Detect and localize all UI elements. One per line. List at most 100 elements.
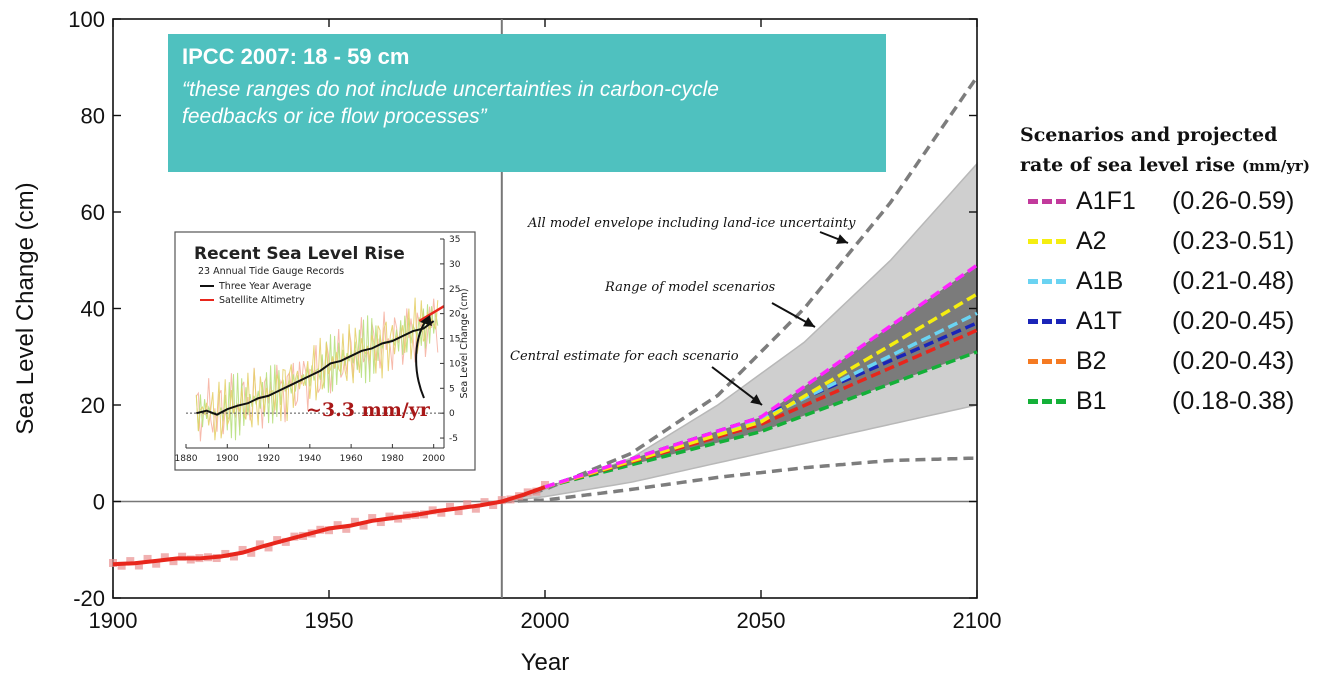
legend-swatch — [1028, 278, 1066, 284]
inset-legend-satellite: Satellite Altimetry — [219, 295, 305, 306]
y-tick-label: 100 — [68, 7, 105, 32]
observed-marker — [255, 540, 264, 549]
inset-x-tick-label: 1900 — [216, 454, 239, 464]
inset-title: Recent Sea Level Rise — [194, 244, 405, 264]
observed-marker — [143, 554, 152, 563]
inset-subtitle: 23 Annual Tide Gauge Records — [198, 266, 344, 277]
inset-rate-arrow — [415, 317, 429, 399]
observed-marker — [445, 502, 454, 511]
range-annotation: Range of model scenarios — [604, 280, 776, 295]
legend-title-line-2: rate of sea level rise (mm/yr) — [1020, 150, 1330, 181]
y-tick-label: 60 — [81, 200, 105, 225]
observed-marker — [134, 561, 143, 570]
inset-y-tick-label: 25 — [449, 285, 460, 295]
legend-range: (0.20-0.45) — [1172, 306, 1295, 335]
x-tick-label: 1900 — [89, 608, 138, 633]
observed-marker — [463, 500, 472, 509]
legend-swatch — [1028, 238, 1066, 244]
legend-swatch — [1028, 318, 1066, 324]
observed-marker — [454, 507, 463, 516]
legend-name: A1B — [1076, 266, 1124, 295]
inset-x-tick-label: 1980 — [381, 454, 404, 464]
envelope-arrow-head — [836, 234, 848, 244]
legend-range: (0.26-0.59) — [1172, 186, 1295, 215]
inset-y-axis-title: Sea Level Change (cm) — [459, 288, 470, 398]
observed-marker — [152, 559, 161, 568]
y-tick-label: 40 — [81, 297, 105, 322]
observed-marker — [437, 508, 446, 517]
observed-marker — [368, 514, 377, 523]
scenario-legend: Scenarios and projected rate of sea leve… — [1020, 120, 1330, 421]
legend-name: A2 — [1076, 226, 1107, 255]
observed-marker — [126, 557, 135, 566]
legend-range: (0.23-0.51) — [1172, 226, 1295, 255]
legend-item-b2: B2 (0.20-0.43) — [1028, 341, 1330, 381]
central-arrow-head — [750, 394, 762, 405]
observed-marker — [169, 557, 178, 566]
legend-title-unit: (mm/yr) — [1241, 157, 1310, 175]
legend-swatch — [1028, 198, 1066, 204]
observed-marker — [471, 504, 480, 513]
legend-items: A1F1 (0.26-0.59) A2 (0.23-0.51) A1B (0.21-0.4… — [1020, 181, 1330, 421]
y-tick-label: -20 — [73, 586, 105, 611]
x-axis-title: Year — [521, 649, 570, 676]
observed-marker — [376, 518, 385, 527]
y-tick-label: 20 — [81, 393, 105, 418]
legend-item-a1t: A1T (0.20-0.45) — [1028, 301, 1330, 341]
observed-marker — [359, 521, 368, 530]
observed-marker — [264, 543, 273, 552]
x-tick-label: 2100 — [953, 608, 1002, 633]
legend-name: A1T — [1076, 306, 1122, 335]
legend-item-a1f1: A1F1 (0.26-0.59) — [1028, 181, 1330, 221]
main-plot: 1900 1950 2000 2050 2100 -20 0 20 40 60 80 100 Year S… — [12, 7, 1001, 676]
central-estimate-annotation: Central estimate for each scenario — [510, 349, 739, 364]
legend-title-line-1: Scenarios and projected — [1020, 124, 1278, 146]
y-tick-label: 80 — [81, 104, 105, 129]
observed-marker — [247, 548, 256, 557]
ipcc-quote-line-1: “these ranges do not include uncertainti… — [182, 78, 719, 101]
legend-title-text: rate of sea level rise — [1020, 154, 1236, 176]
observed-marker — [273, 536, 282, 545]
observed-line — [112, 485, 546, 567]
ipcc-quote: “these ranges do not include uncertainti… — [182, 76, 872, 130]
ipcc-title: IPCC 2007: 18 - 59 cm — [182, 44, 410, 69]
legend-item-a1b: A1B (0.21-0.48) — [1028, 261, 1330, 301]
x-tick-label: 2000 — [521, 608, 570, 633]
inset-rate-label: ~3.3 mm/yr — [306, 399, 431, 421]
inset-x-tick-label: 1920 — [257, 454, 280, 464]
inset-y-tick-label: 0 — [449, 409, 455, 419]
observed-marker — [160, 553, 169, 562]
legend-swatch — [1028, 398, 1066, 404]
legend-name: B2 — [1076, 346, 1107, 375]
range-arrow-head — [803, 317, 815, 327]
inset-y-tick-label: 15 — [449, 335, 460, 345]
observed-marker — [333, 521, 342, 530]
ipcc-callout-box: IPCC 2007: 18 - 59 cm “these ranges do n… — [168, 34, 886, 172]
ipcc-quote-line-2: feedbacks or ice flow processes” — [182, 105, 487, 128]
inset-y-tick-label: 30 — [449, 260, 461, 270]
inset-three-year-average-line — [196, 320, 435, 416]
legend-range: (0.20-0.43) — [1172, 346, 1295, 375]
legend-swatch — [1028, 358, 1066, 364]
scenario-line-a1f1 — [544, 263, 979, 489]
observed-marker — [541, 480, 549, 489]
inset-x-tick-label: 1940 — [298, 454, 321, 464]
inset-x-tick-label: 2000 — [422, 454, 445, 464]
scenario-spread — [545, 265, 977, 488]
observed-marker — [480, 498, 489, 507]
x-tick-label: 2050 — [737, 608, 786, 633]
x-tick-label: 1950 — [305, 608, 354, 633]
inset-y-tick-label: 35 — [449, 235, 460, 245]
scenario-line-b1 — [544, 350, 978, 489]
inset-x-tick-label: 1880 — [175, 454, 198, 464]
observed-marker — [350, 517, 359, 526]
inset-legend-average: Three Year Average — [218, 281, 312, 292]
y-axis-title: Sea Level Change (cm) — [12, 182, 39, 434]
scenario-line-b2 — [544, 328, 978, 489]
legend-name: B1 — [1076, 386, 1107, 415]
inset-rate-arrow-head — [420, 315, 432, 326]
inset-x-tick-label: 1960 — [340, 454, 363, 464]
y-tick-label: 0 — [93, 490, 105, 515]
inset-y-tick-label: 20 — [449, 310, 461, 320]
